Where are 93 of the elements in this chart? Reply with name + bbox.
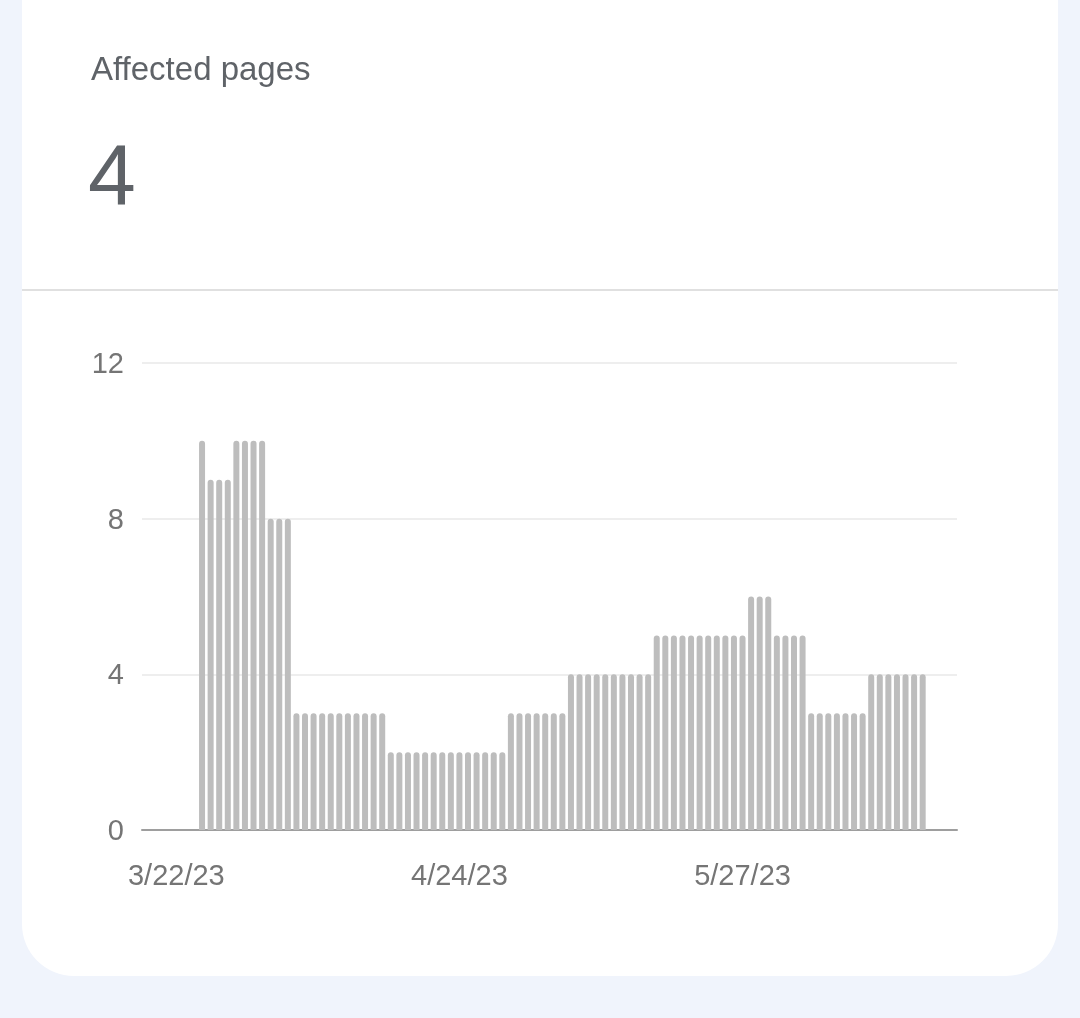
bar [619,674,626,830]
bar [404,752,411,830]
bar [670,635,677,830]
bar [782,635,789,830]
bar [610,674,617,830]
bar [628,674,634,830]
bar [756,596,763,830]
bar [293,713,300,830]
bar [696,635,703,830]
bar [284,518,291,830]
bar [267,518,274,830]
bar [241,440,248,830]
bar [688,635,695,830]
bar [799,635,806,830]
bar [765,596,772,830]
bar [859,713,866,830]
bar [344,713,351,830]
bar [773,635,780,830]
bar [636,674,643,830]
bar [662,635,669,830]
bar [885,674,892,830]
bar [216,479,223,830]
bar [336,713,343,830]
bar [430,752,437,830]
bar [276,518,283,830]
bar [516,713,523,830]
bar [893,674,900,830]
bar [456,752,463,830]
bar [679,635,686,830]
bar [473,752,480,830]
bar [490,752,497,830]
bar [250,440,257,830]
bar [439,752,446,830]
bar [730,635,737,830]
bar [507,713,514,830]
bar [602,674,609,830]
bar [207,479,214,830]
bar [876,674,883,830]
bar [525,713,532,830]
bar [370,713,377,830]
x-tick-label: 5/27/23 [694,858,791,891]
bar [748,596,755,830]
bar [447,752,454,830]
bar [550,713,557,830]
bar [576,674,583,830]
bar [199,440,206,830]
bar [653,635,660,830]
y-tick-label: 12 [91,347,124,379]
bar [319,713,326,830]
bar [482,752,489,830]
bar [387,752,394,830]
bar [868,674,875,830]
bar [833,713,840,830]
bar [499,752,506,830]
bar [465,752,471,830]
bar [379,713,386,830]
bar [842,713,849,830]
bar [362,713,369,830]
bar [327,713,334,830]
bar [224,479,231,830]
bar [585,674,592,830]
x-tick-label: 3/22/23 [127,858,225,891]
bar [705,635,712,830]
bar [825,713,832,830]
bar [422,752,429,830]
bar [533,713,540,830]
bar [353,713,360,830]
bar [713,635,720,830]
bar [722,635,729,830]
bar [919,674,926,830]
y-tick-label: 0 [107,814,124,846]
bar [567,674,574,830]
bar [739,635,746,830]
bar [302,713,308,830]
bar [259,440,266,830]
y-tick-label: 4 [107,658,124,691]
bar [396,752,403,830]
bar [542,713,549,830]
bar [593,674,600,830]
y-tick-label: 8 [107,502,124,535]
bar [808,713,815,830]
bar [851,713,858,830]
bar [559,713,566,830]
bar [310,713,317,830]
bar [233,440,240,830]
bar [791,635,797,830]
chart-title: Affected pages [91,50,311,88]
bar [645,674,652,830]
bar [902,674,909,830]
bar [911,674,918,830]
bar [413,752,420,830]
x-tick-label: 4/24/23 [411,858,508,891]
bar [816,713,823,830]
